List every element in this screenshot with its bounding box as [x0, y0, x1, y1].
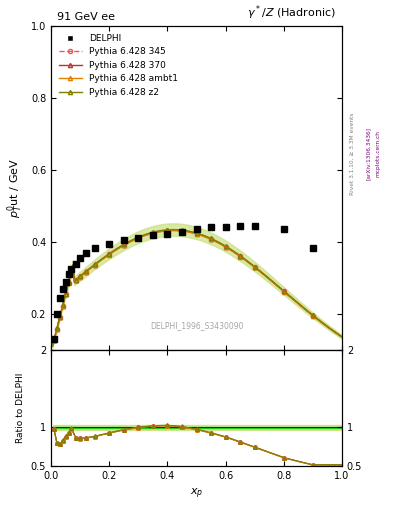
Text: DELPHI_1996_S3430090: DELPHI_1996_S3430090: [150, 322, 243, 331]
Y-axis label: Ratio to DELPHI: Ratio to DELPHI: [16, 373, 25, 443]
Text: $\gamma^*/Z$ (Hadronic): $\gamma^*/Z$ (Hadronic): [247, 4, 336, 23]
Text: 91 GeV ee: 91 GeV ee: [57, 12, 115, 23]
Text: Rivet 3.1.10, ≥ 3.3M events: Rivet 3.1.10, ≥ 3.3M events: [350, 112, 355, 195]
Text: mcplots.cern.ch: mcplots.cern.ch: [375, 130, 380, 177]
X-axis label: $x_p$: $x_p$: [190, 486, 203, 501]
Text: [arXiv:1306.3436]: [arXiv:1306.3436]: [365, 127, 371, 180]
Legend: DELPHI, Pythia 6.428 345, Pythia 6.428 370, Pythia 6.428 ambt1, Pythia 6.428 z2: DELPHI, Pythia 6.428 345, Pythia 6.428 3…: [55, 30, 182, 100]
Y-axis label: $p^0_T$ut / GeV: $p^0_T$ut / GeV: [6, 158, 25, 218]
